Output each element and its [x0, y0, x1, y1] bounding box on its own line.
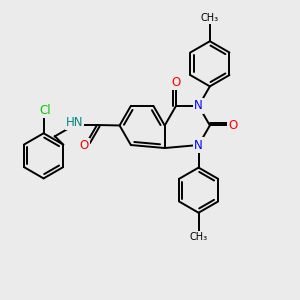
Text: O: O	[171, 76, 181, 89]
Text: CH₃: CH₃	[190, 232, 208, 242]
Text: O: O	[80, 139, 89, 152]
Text: HN: HN	[66, 116, 83, 129]
Text: Cl: Cl	[40, 103, 51, 117]
Text: N: N	[194, 139, 203, 152]
Text: N: N	[194, 99, 203, 112]
Text: CH₃: CH₃	[201, 13, 219, 23]
Text: O: O	[228, 119, 238, 132]
